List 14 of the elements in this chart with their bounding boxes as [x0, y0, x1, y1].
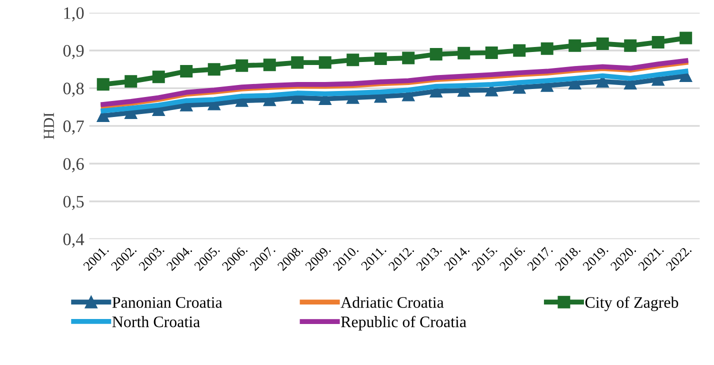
x-tick-label: 2011.	[360, 244, 387, 271]
y-tick-label: 1,0	[64, 7, 84, 22]
y-tick-label: 0,7	[63, 120, 84, 135]
y-tick-label: 0,4	[63, 234, 84, 248]
legend-label: North Croatia	[112, 316, 200, 328]
y-tick-label: 0,9	[63, 44, 84, 60]
y-tick-label: 0,5	[63, 196, 84, 210]
legend-label: City of Zagreb	[585, 296, 678, 312]
legend-label: Republic of Croatia	[341, 316, 466, 331]
legend-label: Adriatic Croatia	[340, 296, 444, 308]
y-tick-label: 0,6	[63, 158, 84, 172]
legend-label: Panonian Croatia	[112, 297, 222, 308]
y-axis-title: HDI	[44, 112, 54, 140]
y-tick-label: 0,8	[63, 82, 84, 97]
